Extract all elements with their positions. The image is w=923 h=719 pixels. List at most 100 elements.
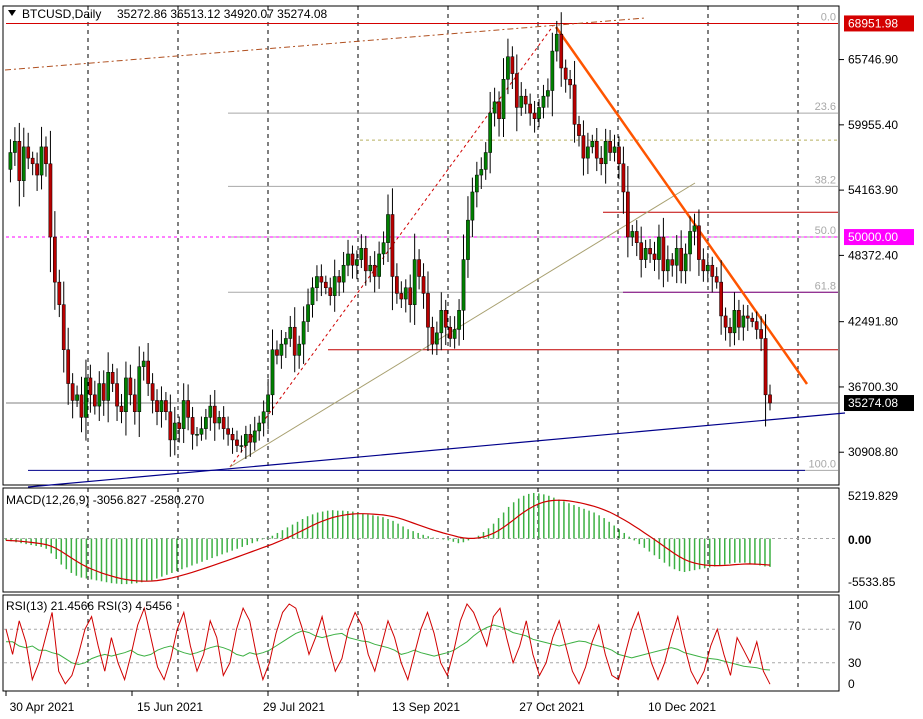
- symbol-label: BTCUSD,Daily: [22, 7, 101, 21]
- candle-body: [443, 310, 448, 328]
- candle-body: [244, 434, 248, 446]
- candle-body: [235, 439, 239, 446]
- candle-body: [581, 135, 586, 159]
- candle-body: [506, 56, 510, 80]
- candle-body: [710, 264, 715, 277]
- candle-body: [35, 163, 39, 176]
- candle-body: [372, 264, 377, 277]
- candle-body: [448, 326, 453, 339]
- fib-level-label: 0.0: [821, 11, 836, 23]
- candle-body: [657, 236, 661, 260]
- ohlc-label: 35272.86 36513.12 34920.07 35274.08: [117, 7, 328, 21]
- candle-body: [754, 321, 759, 330]
- candle-body: [26, 146, 31, 159]
- price-axis-label: 42491.80: [848, 315, 898, 329]
- rsi-axis-label: 30: [848, 656, 862, 670]
- candle-body: [541, 95, 546, 108]
- candle-body: [737, 310, 741, 328]
- fib-anchor-line[interactable]: [229, 25, 554, 468]
- candle-body: [292, 326, 297, 356]
- macd-label: MACD(12,26,9) -3056.827 -2580.270: [6, 493, 204, 507]
- candle-body: [479, 169, 484, 176]
- candle-body: [310, 287, 315, 305]
- candle-body: [621, 163, 626, 193]
- candle-body: [559, 33, 564, 69]
- candle-body: [363, 248, 368, 272]
- candle-body: [572, 84, 577, 125]
- candle-body: [359, 248, 364, 260]
- macd-histogram: [4, 492, 838, 585]
- candle-body: [270, 349, 275, 396]
- candle-body: [61, 304, 66, 351]
- candle-body: [426, 293, 430, 328]
- candle-body: [350, 253, 355, 266]
- candle-body: [146, 360, 150, 384]
- candle-body: [257, 422, 262, 432]
- candle-body: [639, 242, 644, 260]
- rsi-axis-label: 70: [848, 619, 862, 633]
- candle-body: [195, 434, 199, 436]
- candle-body: [626, 191, 630, 238]
- candle-body: [470, 191, 475, 221]
- dropdown-triangle-icon[interactable]: [8, 10, 16, 16]
- candle-body: [546, 90, 550, 97]
- dashdot-trendline[interactable]: [4, 17, 646, 71]
- candle-body: [283, 338, 288, 345]
- candle-body: [141, 360, 146, 367]
- candle-body: [337, 276, 341, 283]
- candle-body: [390, 214, 395, 277]
- candle-body: [670, 259, 675, 266]
- candle-body: [84, 377, 88, 418]
- candle-body: [341, 264, 346, 283]
- macd-signal: [5, 499, 771, 582]
- price-tags: 68951.98 50000.00 35274.08: [844, 15, 914, 412]
- candle-body: [21, 146, 26, 181]
- candle-body: [741, 315, 746, 328]
- candle-body: [457, 310, 461, 330]
- candle-body: [275, 349, 279, 356]
- candle-body: [39, 146, 44, 176]
- candle-body: [701, 259, 706, 272]
- candle-body: [92, 394, 97, 407]
- price-axis-label: 36700.30: [848, 380, 898, 394]
- candle-body: [590, 140, 595, 148]
- candle-body: [492, 101, 497, 114]
- candle-body: [288, 326, 293, 339]
- price-tag-label: 50000.00: [848, 230, 898, 244]
- macd-pane-frame: [2, 487, 840, 593]
- candle-body: [688, 231, 692, 255]
- candle-body: [630, 231, 635, 238]
- price-tag-label: 68951.98: [848, 16, 898, 30]
- candle-body: [501, 79, 506, 119]
- candle-body: [208, 405, 213, 418]
- trendlines: [4, 17, 846, 488]
- candle-body: [466, 219, 470, 260]
- date-axis-label: 15 Jun 2021: [137, 700, 203, 714]
- candle-body: [48, 163, 53, 238]
- angle-line[interactable]: [229, 182, 696, 468]
- candle-body: [301, 321, 306, 345]
- fib-level-label: 50.0: [815, 225, 836, 237]
- candle-body: [30, 157, 35, 165]
- candle-body: [719, 281, 723, 317]
- support-trendline[interactable]: [27, 412, 846, 488]
- rsi-label: RSI(13) 21.4566 RSI(3) 4.5456: [6, 599, 172, 613]
- candle-body: [177, 422, 182, 429]
- candle-body: [164, 400, 168, 412]
- candle-body: [8, 152, 13, 170]
- date-axis-label: 29 Jul 2021: [263, 700, 325, 714]
- candle-body: [608, 140, 612, 153]
- candle-body: [430, 326, 435, 345]
- candle-body: [13, 140, 17, 153]
- candle-body: [204, 417, 208, 429]
- resistance-trendline[interactable]: [554, 26, 809, 385]
- candle-body: [643, 248, 648, 260]
- candle-body: [648, 248, 652, 255]
- macd-signal-line: [5, 499, 771, 582]
- axes: 65746.90 59955.40 54163.90 48372.40 42491.80…: [5, 53, 898, 714]
- candle-body: [226, 428, 230, 435]
- candle-body: [159, 400, 164, 412]
- candle-body: [483, 152, 488, 170]
- date-axis-label: 27 Oct 2021: [519, 700, 585, 714]
